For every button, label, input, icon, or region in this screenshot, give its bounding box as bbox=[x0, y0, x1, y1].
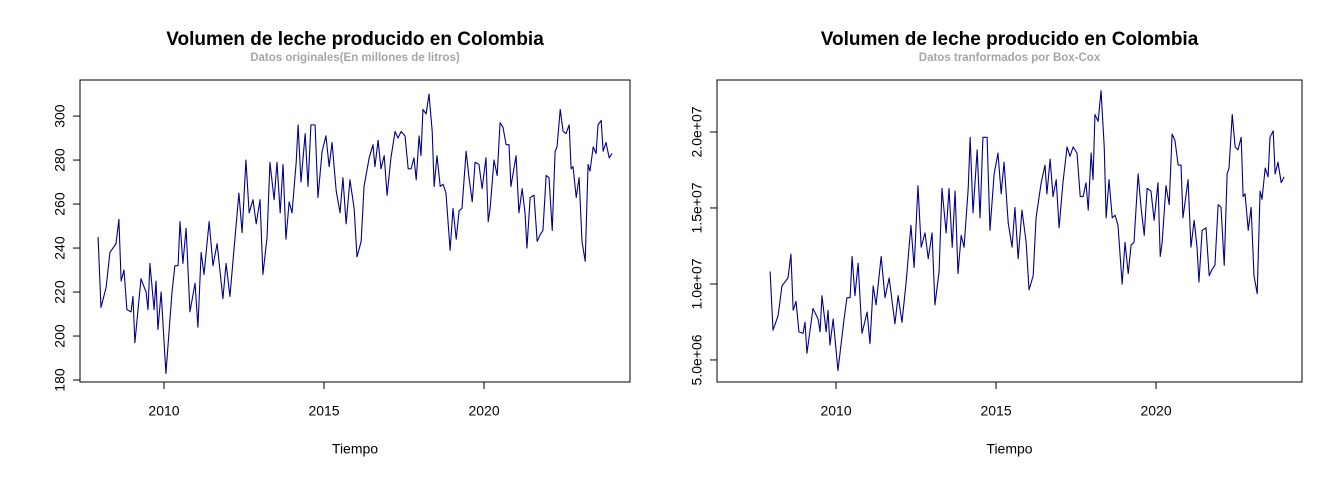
x-tick-label: 2015 bbox=[308, 403, 339, 419]
chart-title: Volumen de leche producido en Colombia bbox=[166, 29, 544, 50]
y-tick-label: 220 bbox=[52, 280, 68, 304]
y-tick-label: 180 bbox=[52, 368, 68, 392]
series-line bbox=[769, 90, 1285, 372]
y-tick-label: 1.5e+07 bbox=[689, 182, 705, 233]
plot-box bbox=[79, 79, 631, 383]
y-tick-label: 240 bbox=[52, 236, 68, 260]
x-tick-label: 2010 bbox=[820, 403, 851, 419]
y-tick-label: 2.0e+07 bbox=[689, 106, 705, 157]
series-line bbox=[97, 93, 613, 374]
x-tick-label: 2020 bbox=[468, 403, 499, 419]
chart-subtitle: Datos originales(En millones de litros) bbox=[250, 52, 460, 64]
chart-panel: Volumen de leche producido en Colombia Da… bbox=[689, 29, 1303, 457]
x-tick-label: 2015 bbox=[980, 403, 1011, 419]
chart-title: Volumen de leche producido en Colombia bbox=[821, 29, 1199, 50]
y-tick-label: 260 bbox=[52, 192, 68, 216]
chart-panel: Volumen de leche producido en Colombia Da… bbox=[52, 29, 631, 457]
chart-subtitle: Datos tranformados por Box-Cox bbox=[919, 52, 1101, 64]
x-tick-label: 2020 bbox=[1140, 403, 1171, 419]
x-axis-label: Tiempo bbox=[332, 441, 378, 457]
y-tick-label: 200 bbox=[52, 324, 68, 348]
y-tick-label: 5.0e+06 bbox=[689, 334, 705, 385]
plot-box bbox=[716, 79, 1303, 383]
y-tick-label: 300 bbox=[52, 104, 68, 128]
x-axis-label: Tiempo bbox=[986, 441, 1032, 457]
x-tick-label: 2010 bbox=[148, 403, 179, 419]
y-tick-label: 280 bbox=[52, 148, 68, 172]
y-tick-label: 1.0e+07 bbox=[689, 258, 705, 309]
